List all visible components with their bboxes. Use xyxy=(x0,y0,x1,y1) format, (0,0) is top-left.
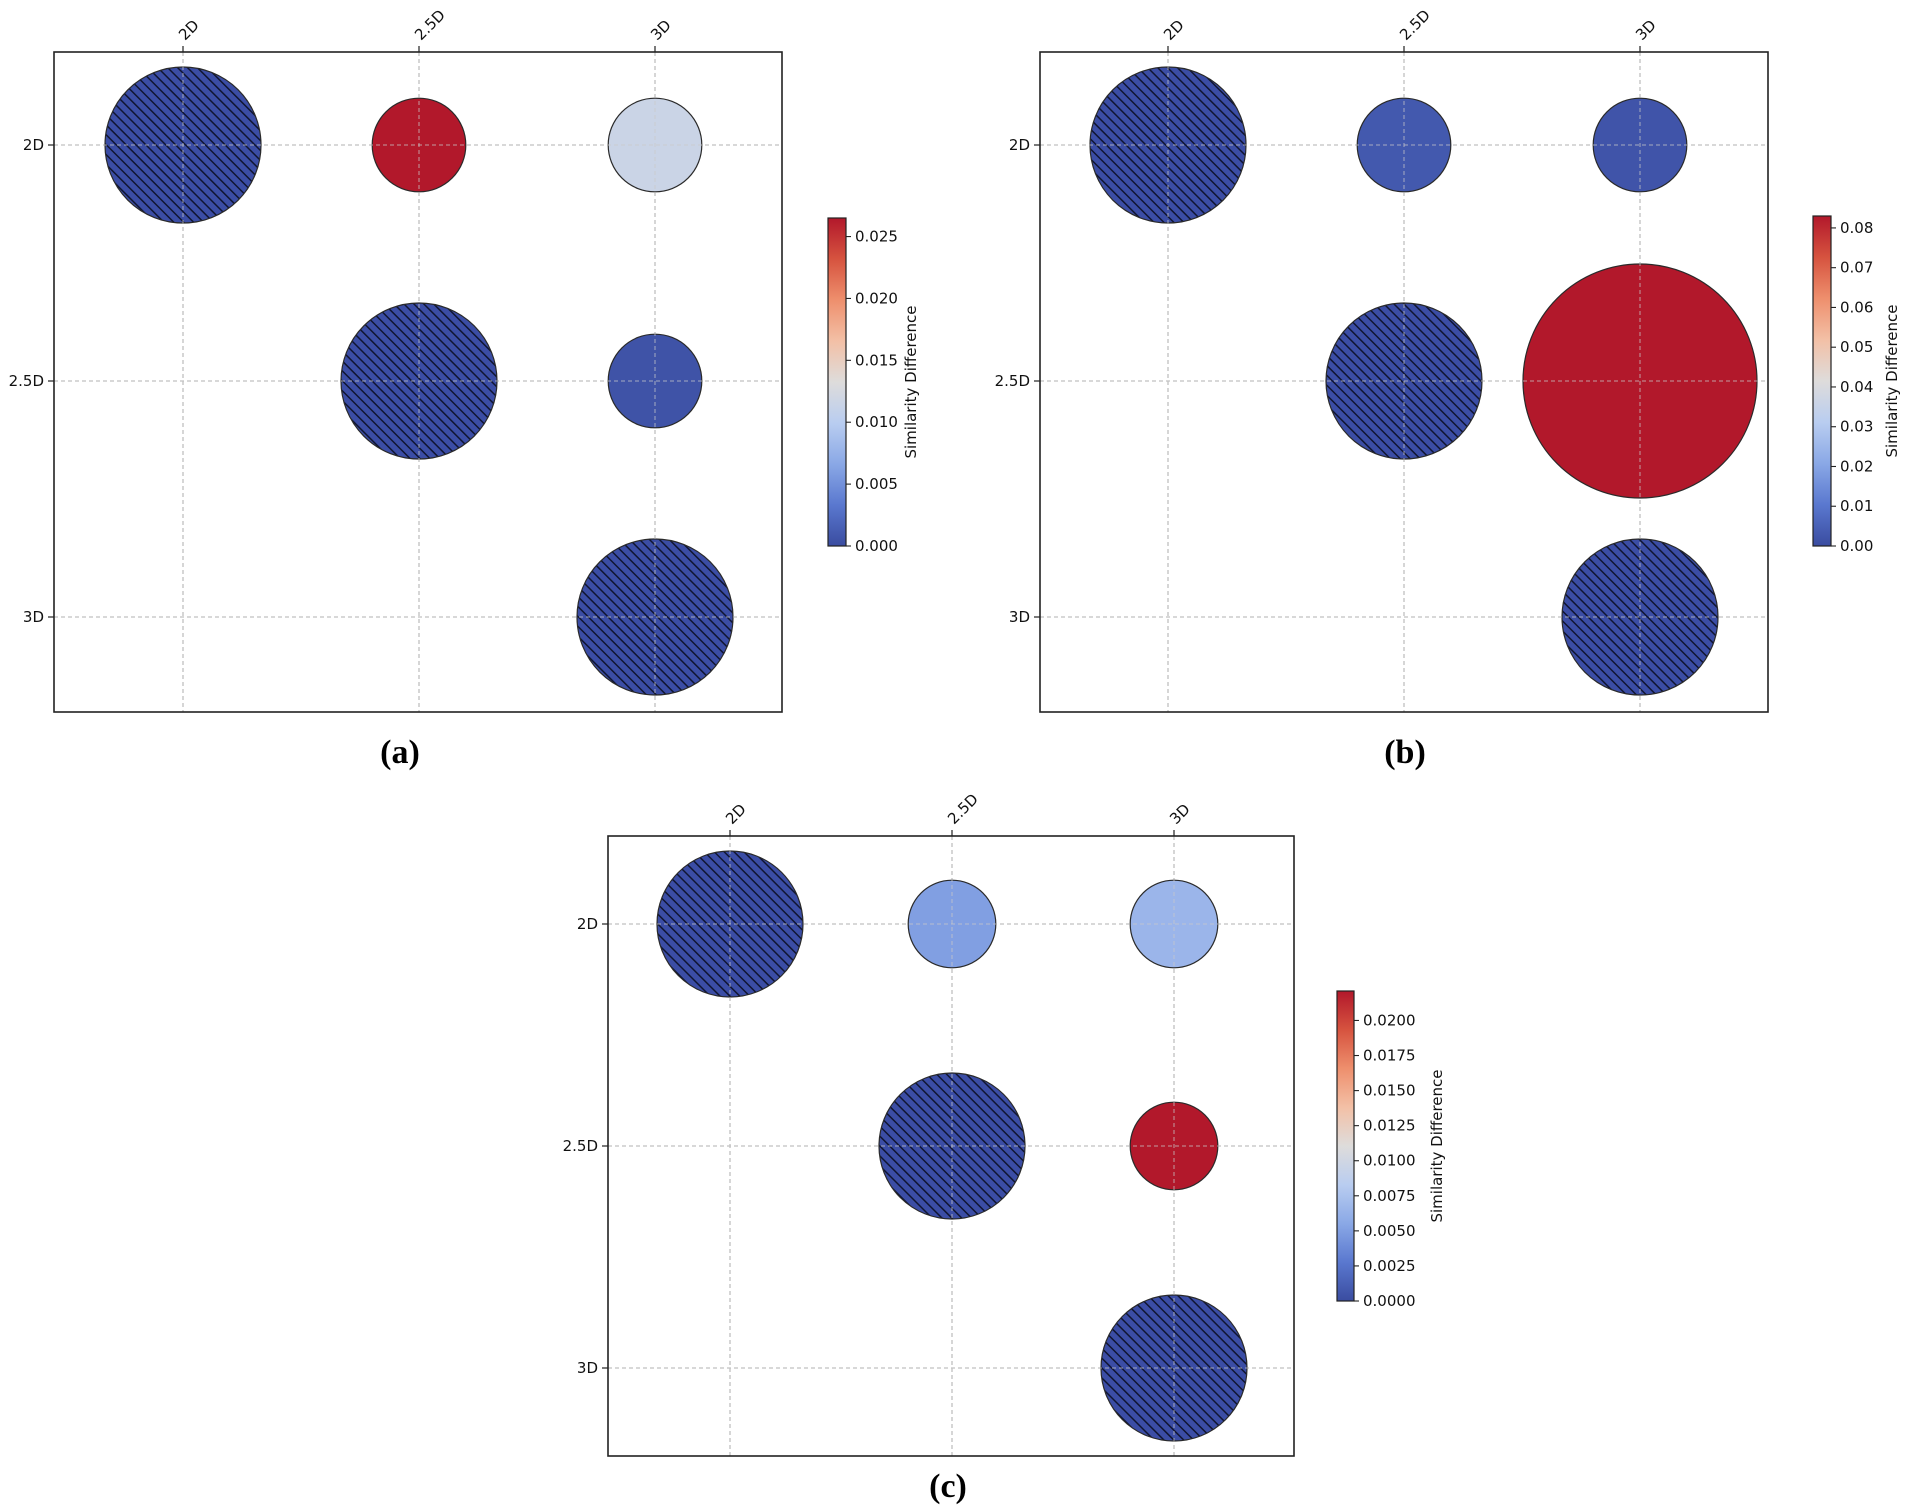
y-tick-label: 2D xyxy=(577,915,598,933)
colorbar-tick-label: 0.0200 xyxy=(1363,1011,1416,1029)
colorbar-tick-label: 0.0150 xyxy=(1363,1082,1416,1100)
colorbar-tick-label: 0.0125 xyxy=(1363,1117,1416,1135)
colorbar-tick-label: 0.08 xyxy=(1840,219,1873,237)
colorbar-tick-label: 0.05 xyxy=(1840,338,1873,356)
y-tick-label: 2D xyxy=(1009,136,1030,154)
colorbar-tick-label: 0.04 xyxy=(1840,378,1873,396)
y-tick-label: 3D xyxy=(23,608,44,626)
y-tick-label: 2.5D xyxy=(9,372,44,390)
colorbar-tick-label: 0.025 xyxy=(855,228,898,246)
panel-b: 2D 2.5D 3D 2D 2.5D 3D 0.00 0.01 0.02 0.03 0.04 0.05… xyxy=(995,6,1901,713)
panel-c: 2D 2.5D 3D 2D 2.5D 3D 0.0000 0.0025 0.0050 0.0075… xyxy=(563,790,1446,1457)
colorbar-tick-label: 0.01 xyxy=(1840,497,1873,515)
colorbar-tick-label: 0.00 xyxy=(1840,537,1873,555)
colorbar-label: Similarity Difference xyxy=(902,305,920,458)
colorbar-tick-label: 0.07 xyxy=(1840,259,1873,277)
y-tick-label: 3D xyxy=(1009,608,1030,626)
colorbar xyxy=(1336,990,1355,1302)
colorbar-label: Similarity Difference xyxy=(1428,1069,1446,1222)
colorbar-tick-label: 0.000 xyxy=(855,537,898,555)
colorbar-tick-label: 0.0075 xyxy=(1363,1187,1416,1205)
x-tick-label: 3D xyxy=(647,16,675,44)
x-tick-label: 2D xyxy=(1160,16,1188,44)
x-tick-label: 2.5D xyxy=(944,790,982,828)
x-tick-label: 2D xyxy=(175,16,203,44)
panel-label-a: (a) xyxy=(380,734,420,771)
panel-a: 2D 2.5D 3D 2D 2.5D 3D 0.000 0.005 0.010 0.015 0.02… xyxy=(9,6,920,713)
colorbar-tick-label: 0.06 xyxy=(1840,298,1873,316)
colorbar-tick-label: 0.020 xyxy=(855,289,898,307)
y-tick-label: 2.5D xyxy=(563,1137,598,1155)
colorbar-tick-label: 0.010 xyxy=(855,413,898,431)
colorbar-tick-label: 0.03 xyxy=(1840,418,1873,436)
x-tick-label: 3D xyxy=(1166,800,1194,828)
x-tick-label: 2.5D xyxy=(1396,6,1434,44)
panel-label-c: (c) xyxy=(929,1468,967,1505)
y-tick-label: 2.5D xyxy=(995,372,1030,390)
colorbar-tick-label: 0.0025 xyxy=(1363,1257,1416,1275)
y-tick-label: 3D xyxy=(577,1359,598,1377)
colorbar-label: Similarity Difference xyxy=(1883,304,1901,457)
colorbar-tick-label: 0.0050 xyxy=(1363,1222,1416,1240)
colorbar-tick-label: 0.02 xyxy=(1840,457,1873,475)
colorbar xyxy=(827,217,847,547)
x-tick-label: 2.5D xyxy=(411,6,449,44)
x-tick-label: 2D xyxy=(722,800,750,828)
colorbar-tick-label: 0.005 xyxy=(855,475,898,493)
panel-label-b: (b) xyxy=(1384,734,1426,771)
colorbar-tick-label: 0.0175 xyxy=(1363,1047,1416,1065)
y-tick-label: 2D xyxy=(23,136,44,154)
colorbar-tick-label: 0.015 xyxy=(855,351,898,369)
x-tick-label: 3D xyxy=(1632,16,1660,44)
colorbar xyxy=(1812,215,1832,547)
axes-frame xyxy=(53,51,783,713)
colorbar-tick-label: 0.0100 xyxy=(1363,1152,1416,1170)
colorbar-tick-label: 0.0000 xyxy=(1363,1292,1416,1310)
